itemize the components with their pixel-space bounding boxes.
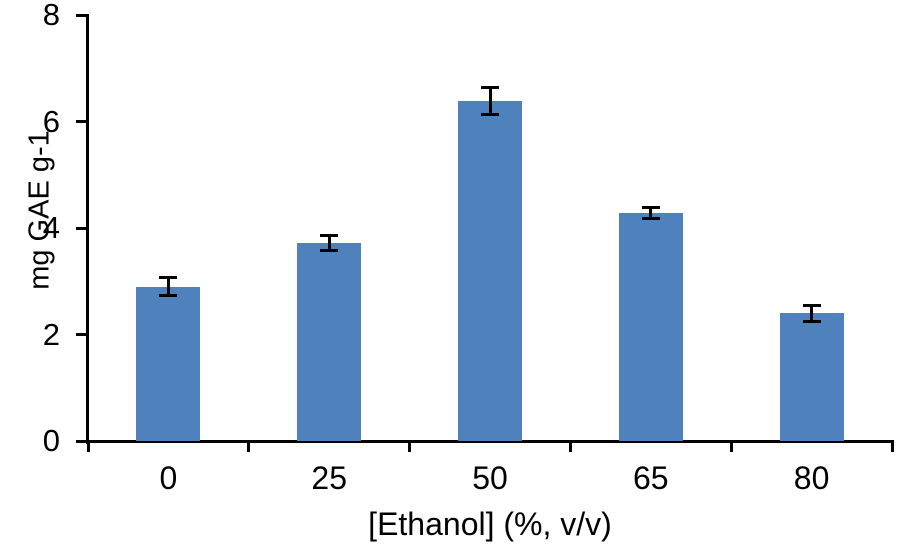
x-axis-title: [Ethanol] (%, v/v) [368,506,612,542]
bar [618,213,683,441]
x-tick-label: 25 [311,460,347,496]
x-axis-line [86,440,894,443]
y-tick-mark [76,120,86,123]
x-tick-mark [568,441,572,452]
error-bar-line [488,87,492,115]
x-tick-mark [729,441,733,452]
y-axis-line [86,14,89,444]
x-tick-mark [247,441,251,452]
error-bar-line [166,277,170,296]
error-bar-top-cap [802,303,821,307]
x-tick-label: 50 [472,460,508,496]
x-tick-mark [86,441,90,452]
y-tick-label: 2 [42,316,60,352]
error-bar-bottom-cap [481,113,499,117]
bar [458,101,522,441]
error-bar-top-cap [320,233,339,237]
error-bar-bottom-cap [641,217,660,221]
x-tick-mark [890,441,894,452]
y-tick-mark [76,226,86,230]
y-tick-label: 4 [42,210,60,245]
error-bar-line [649,207,653,219]
y-tick-mark [76,13,86,17]
x-tick-label: 0 [159,460,178,496]
y-tick-label: 0 [42,423,60,458]
error-bar-bottom-cap [159,294,178,298]
x-tick-mark [408,441,412,452]
y-tick-mark [76,333,86,336]
x-tick-label: 65 [633,460,669,496]
error-bar-bottom-cap [802,319,821,323]
bar [297,242,362,441]
y-tick-label: 8 [42,0,60,32]
error-bar-line [810,305,814,322]
y-tick-label: 6 [42,103,60,139]
error-bar-top-cap [641,205,660,209]
y-tick-mark [76,439,86,443]
error-bar-bottom-cap [320,248,339,252]
bar [136,286,201,441]
error-bar-top-cap [481,86,499,90]
error-bar-line [327,235,331,251]
error-bar-top-cap [159,276,178,280]
bar [779,313,844,441]
x-tick-label: 80 [793,460,830,496]
